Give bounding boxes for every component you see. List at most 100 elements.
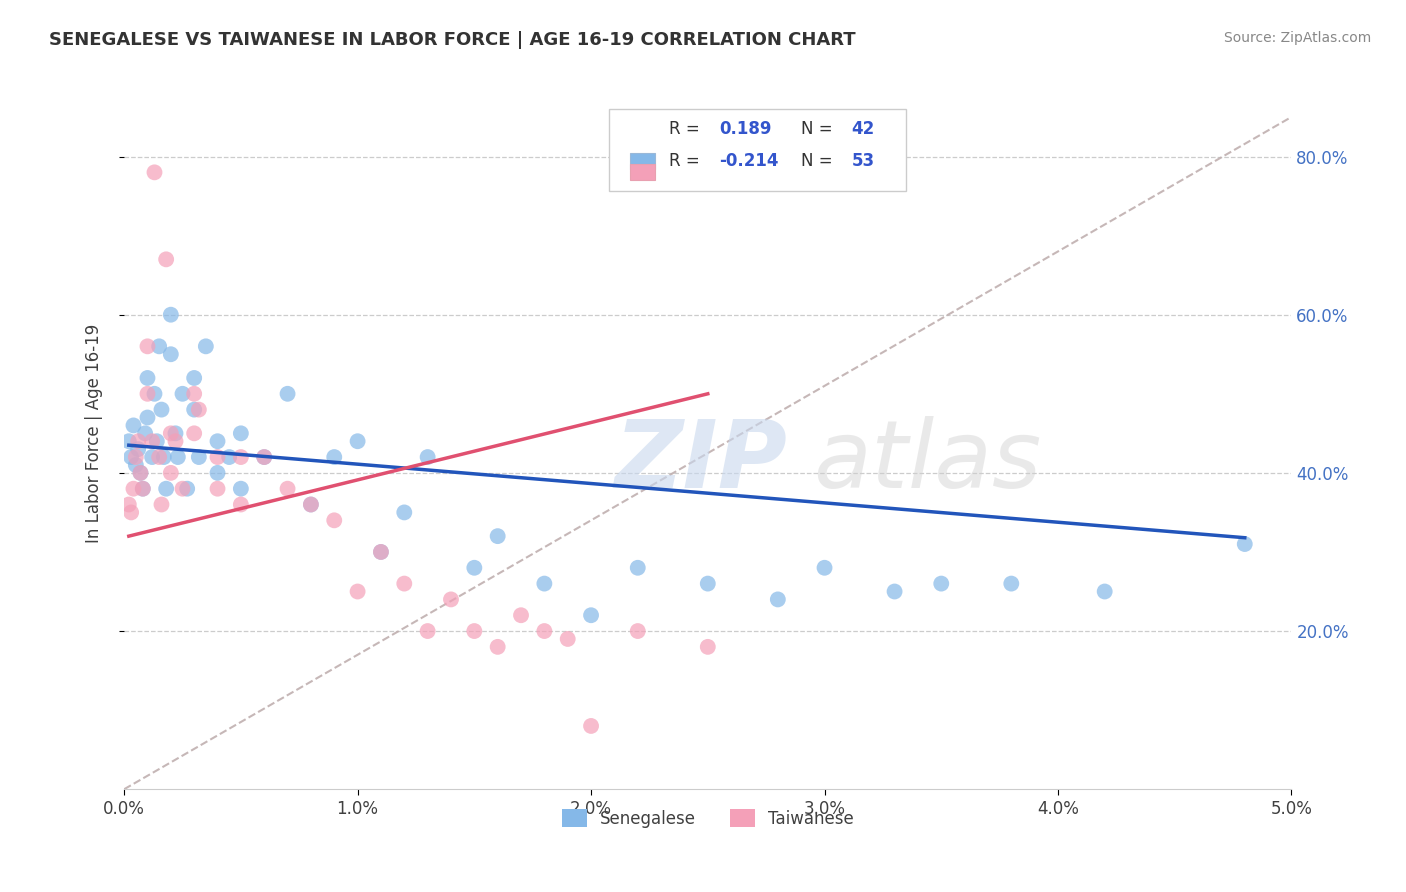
Point <box>253 450 276 464</box>
Point <box>120 505 142 519</box>
Text: -0.214: -0.214 <box>720 152 779 169</box>
Point <box>299 498 322 512</box>
Point <box>187 450 209 464</box>
Point <box>122 482 145 496</box>
Point <box>218 450 240 464</box>
Point <box>253 450 276 464</box>
Point <box>510 608 533 623</box>
Point <box>183 371 205 385</box>
Point <box>159 308 181 322</box>
Point <box>696 640 718 654</box>
Point <box>370 545 392 559</box>
Point <box>1000 576 1022 591</box>
Point <box>346 434 368 449</box>
Text: 53: 53 <box>852 152 875 169</box>
FancyBboxPatch shape <box>609 110 907 191</box>
Bar <box>630 153 655 169</box>
Point <box>370 545 392 559</box>
Point <box>346 584 368 599</box>
Point <box>183 402 205 417</box>
Point <box>146 434 169 449</box>
Point <box>165 434 187 449</box>
Point <box>172 386 194 401</box>
Point <box>229 450 252 464</box>
Point <box>207 450 229 464</box>
Point <box>134 426 156 441</box>
Bar <box>630 164 655 180</box>
Point <box>125 458 148 472</box>
Point <box>153 450 176 464</box>
Point <box>229 498 252 512</box>
Point <box>323 513 346 527</box>
Point <box>696 576 718 591</box>
Point <box>440 592 463 607</box>
Point <box>122 418 145 433</box>
Point <box>143 165 166 179</box>
Text: R =: R = <box>669 120 706 137</box>
Point <box>533 576 555 591</box>
Point <box>165 426 187 441</box>
Point <box>127 434 149 449</box>
Point <box>229 482 252 496</box>
Point <box>323 450 346 464</box>
Point <box>627 561 650 575</box>
Point <box>150 498 173 512</box>
Text: 0.189: 0.189 <box>720 120 772 137</box>
Text: N =: N = <box>801 152 838 169</box>
Point <box>143 386 166 401</box>
Point <box>159 426 181 441</box>
Legend: Senegalese, Taiwanese: Senegalese, Taiwanese <box>555 803 860 834</box>
Point <box>176 482 198 496</box>
Point <box>132 482 155 496</box>
Point <box>277 482 299 496</box>
Text: atlas: atlas <box>813 417 1040 508</box>
Point <box>132 482 155 496</box>
Point <box>766 592 789 607</box>
Point <box>118 498 141 512</box>
Point <box>1233 537 1256 551</box>
Point <box>183 386 205 401</box>
Point <box>127 442 149 457</box>
Point <box>929 576 952 591</box>
Point <box>120 450 142 464</box>
Point <box>148 339 170 353</box>
Point <box>463 561 485 575</box>
Point <box>166 450 188 464</box>
Text: ZIP: ZIP <box>614 416 787 508</box>
Point <box>141 450 163 464</box>
Point <box>136 339 159 353</box>
Point <box>277 386 299 401</box>
Text: SENEGALESE VS TAIWANESE IN LABOR FORCE | AGE 16-19 CORRELATION CHART: SENEGALESE VS TAIWANESE IN LABOR FORCE |… <box>49 31 856 49</box>
Point <box>129 466 152 480</box>
Point <box>207 434 229 449</box>
Point <box>187 402 209 417</box>
Point <box>125 450 148 464</box>
Point <box>159 347 181 361</box>
Text: N =: N = <box>801 120 838 137</box>
Point <box>148 450 170 464</box>
Point <box>150 402 173 417</box>
Point <box>207 466 229 480</box>
Text: R =: R = <box>669 152 706 169</box>
Point <box>579 719 602 733</box>
Point <box>118 434 141 449</box>
Point <box>299 498 322 512</box>
Point <box>486 529 509 543</box>
Point <box>207 482 229 496</box>
Point <box>579 608 602 623</box>
Point <box>1094 584 1116 599</box>
Point <box>463 624 485 638</box>
Point <box>136 371 159 385</box>
Point <box>486 640 509 654</box>
Point <box>159 466 181 480</box>
Point <box>183 426 205 441</box>
Point <box>136 410 159 425</box>
Point <box>883 584 905 599</box>
Point <box>557 632 579 646</box>
Text: 42: 42 <box>852 120 875 137</box>
Point <box>627 624 650 638</box>
Point <box>394 576 416 591</box>
Point <box>136 386 159 401</box>
Point <box>194 339 217 353</box>
Point <box>172 482 194 496</box>
